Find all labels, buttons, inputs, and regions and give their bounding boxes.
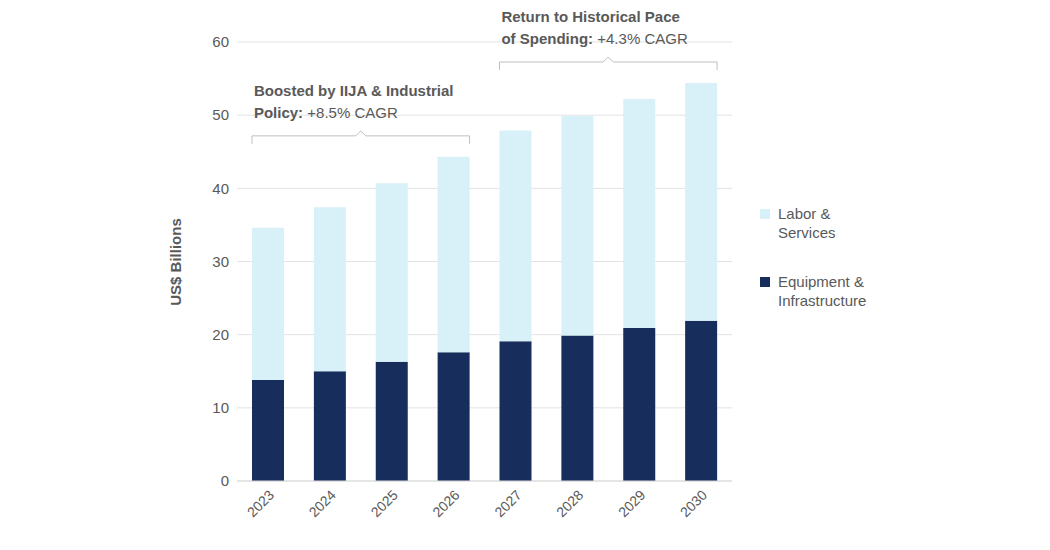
svg-text:30: 30 (212, 253, 229, 270)
svg-text:2027: 2027 (491, 487, 524, 520)
svg-text:2029: 2029 (615, 487, 648, 520)
svg-text:2023: 2023 (244, 487, 277, 520)
svg-text:40: 40 (212, 180, 229, 197)
html-text:US$ Billions: US$ Billions (166, 217, 184, 306)
svg-text:Policy: +8.5% CAGR: Policy: +8.5% CAGR (254, 104, 398, 121)
svg-text:2030: 2030 (677, 487, 710, 520)
svg-text:50: 50 (212, 106, 229, 123)
svg-text:Return to Historical Pace: Return to Historical Pace (501, 8, 679, 25)
svg-text:10: 10 (212, 399, 229, 416)
svg-text:2025: 2025 (367, 487, 400, 520)
svg-text:2024: 2024 (306, 487, 339, 520)
svg-text:0: 0 (221, 472, 229, 489)
svg-text:20: 20 (212, 326, 229, 343)
html-text:Labor & Services: Labor & Services (778, 205, 836, 241)
html-text:Equipment & Infrastructure: Equipment & Infrastructure (778, 273, 867, 309)
svg-text:60: 60 (212, 33, 229, 50)
svg-text:2026: 2026 (429, 487, 462, 520)
svg-text:of Spending: +4.3% CAGR: of Spending: +4.3% CAGR (501, 30, 687, 47)
svg-text:Boosted by IIJA & Industrial: Boosted by IIJA & Industrial (254, 82, 453, 99)
svg-text:2028: 2028 (553, 487, 586, 520)
